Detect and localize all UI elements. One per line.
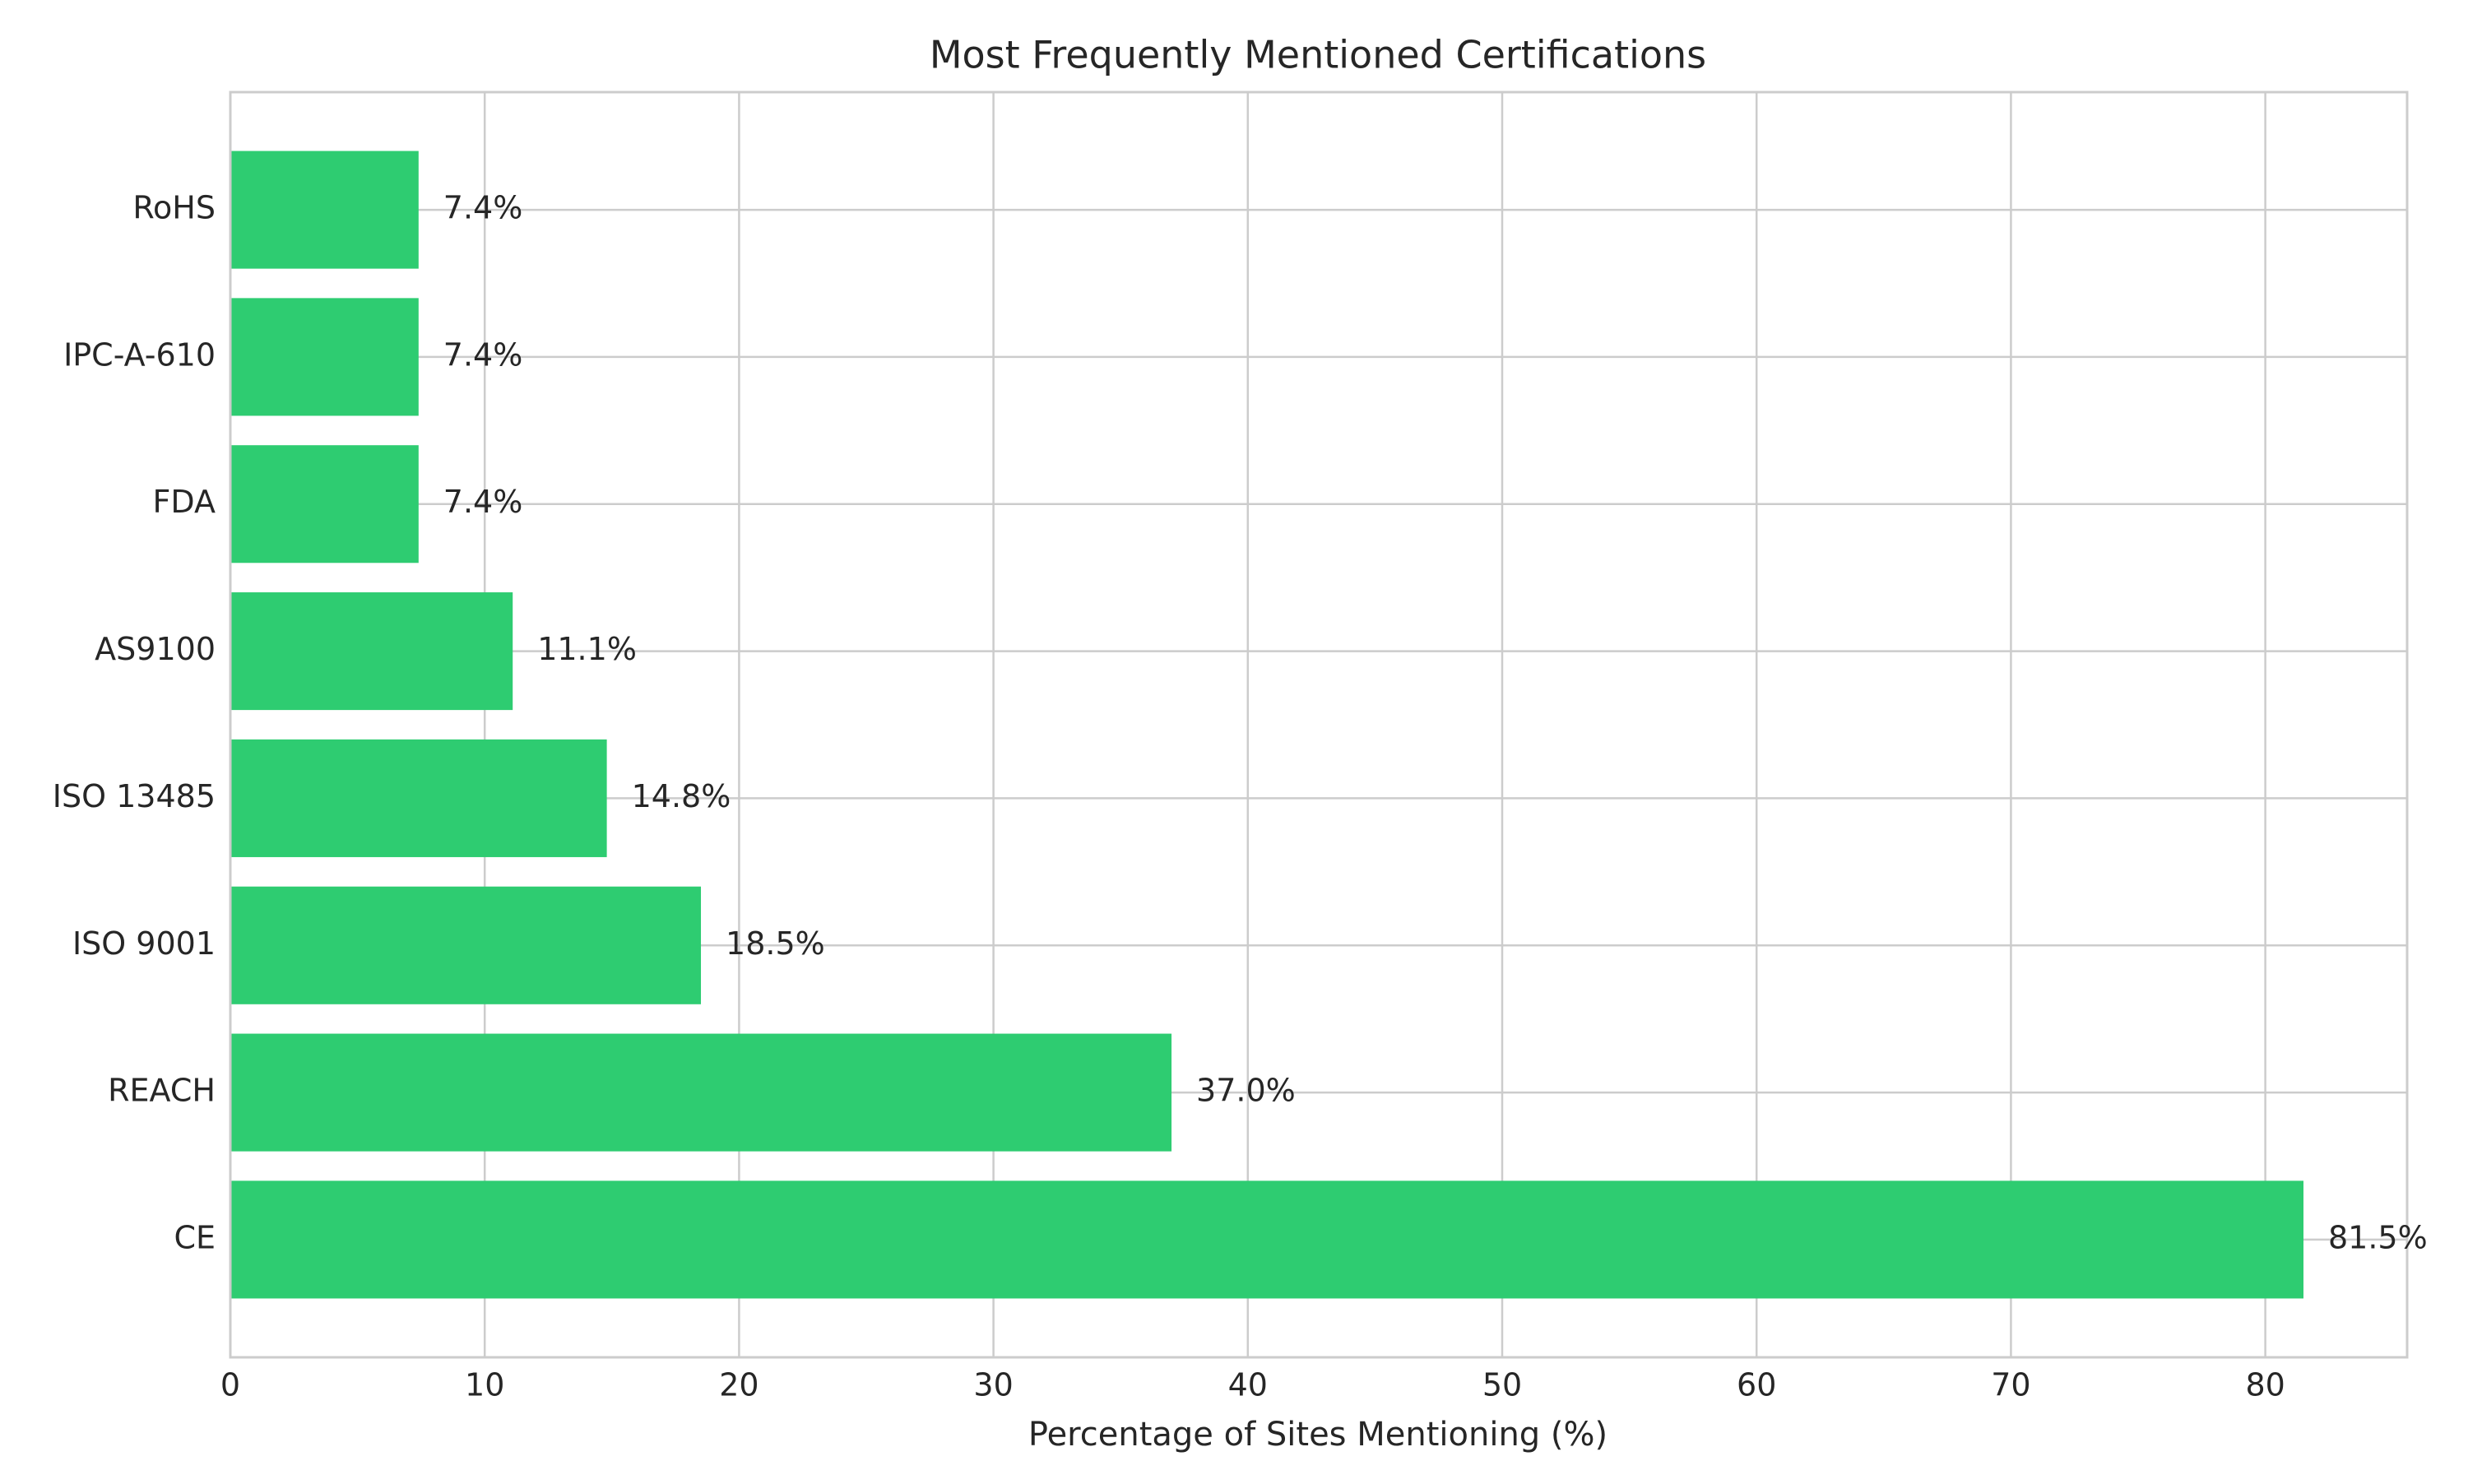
value-label: 7.4% [443,336,523,373]
x-tick-label: 0 [220,1367,240,1403]
bar [230,886,702,1004]
x-axis-label: Percentage of Sites Mentioning (%) [1028,1416,1607,1454]
plot-frame [229,90,2409,1359]
value-label: 37.0% [1196,1073,1296,1109]
bar [230,739,607,857]
x-tick-label: 10 [465,1367,504,1403]
x-tick-label: 30 [973,1367,1013,1403]
chart-title: Most Frequently Mentioned Certifications [930,33,1706,77]
bar [230,298,419,416]
value-label: 18.5% [726,925,825,962]
bar [230,1033,1172,1152]
y-tick-label: ISO 9001 [72,925,216,962]
value-labels: 81.5% 37.0% 18.5% 14.8% 11.1% 7.4% 7.4% 7.4% [443,190,2428,1256]
y-tick-label: CE [174,1219,216,1255]
x-tick-label: 20 [719,1367,758,1403]
value-label: 7.4% [443,190,523,226]
y-tick-labels: CE REACH ISO 9001 ISO 13485 AS9100 FDA IPC-A-6… [53,190,216,1256]
x-tick-label: 80 [2245,1367,2285,1403]
x-tick-label: 60 [1737,1367,1776,1403]
value-label: 11.1% [537,631,637,667]
x-tick-label: 40 [1228,1367,1268,1403]
x-tick-label: 50 [1482,1367,1522,1403]
value-label: 14.8% [632,778,731,814]
bar [230,1180,2303,1299]
bar [230,592,513,711]
bars [230,151,2303,1299]
y-tick-label: ISO 13485 [53,778,216,814]
y-tick-label: RoHS [132,190,216,226]
bar [230,151,419,269]
value-label: 7.4% [443,484,523,520]
y-tick-label: IPC-A-610 [63,336,216,373]
x-tick-labels: 0 10 20 30 40 50 60 70 80 [220,1367,2285,1403]
y-tick-label: AS9100 [95,631,216,667]
y-tick-label: FDA [153,484,216,520]
y-tick-label: REACH [108,1073,216,1109]
bar [230,445,419,563]
x-tick-label: 70 [1991,1367,2030,1403]
value-label: 81.5% [2328,1219,2428,1255]
